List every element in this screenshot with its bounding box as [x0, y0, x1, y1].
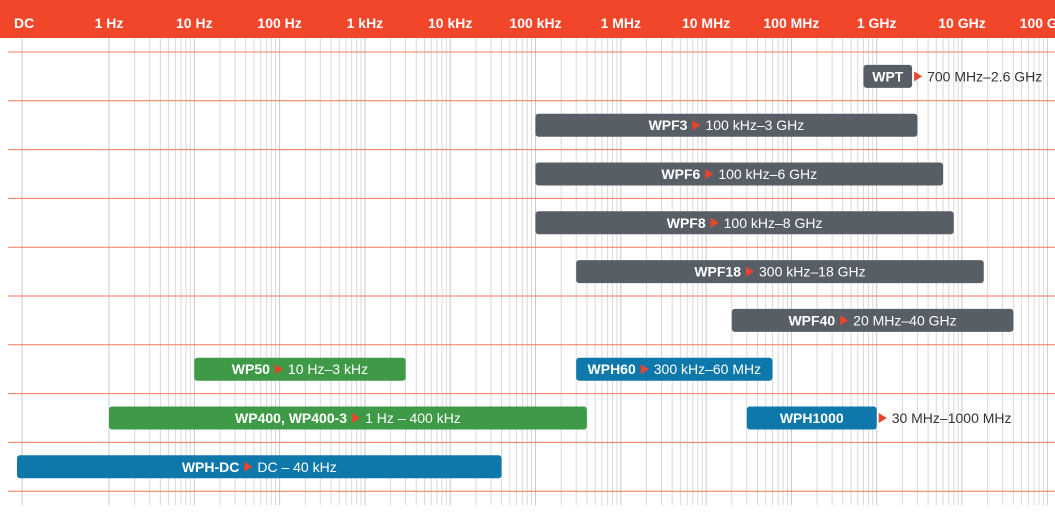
tick-label: 100 GHz	[1020, 15, 1055, 31]
arrow-icon	[640, 364, 649, 375]
bar-wph-dc: WPH-DC DC – 40 kHz	[17, 455, 502, 479]
tick-label: 1 kHz	[347, 15, 384, 31]
bar-wpf3: WPF3 100 kHz–3 GHz	[535, 113, 918, 137]
bar-range-label: DC – 40 kHz	[257, 459, 336, 475]
bar-range-label: 300 kHz–60 MHz	[654, 361, 761, 377]
axis-header: DC 1 Hz 10 Hz 100 Hz 1 kHz 10 kHz 100 kHz 1 MHz…	[0, 0, 1055, 38]
bar-range-label: 700 MHz–2.6 GHz	[927, 68, 1042, 84]
arrow-icon	[352, 413, 361, 423]
bar-range-label: 30 MHz–1000 MHz	[892, 410, 1012, 426]
tick-label: 100 MHz	[763, 15, 819, 31]
tick-label: 1 Hz	[95, 15, 124, 31]
tick-label: 10 Hz	[176, 15, 213, 31]
bar-range-label: 100 kHz–3 GHz	[705, 117, 804, 133]
bar-name: WPF8	[667, 215, 706, 231]
bar-range-label: 20 MHz–40 GHz	[853, 312, 956, 328]
bar-name: WPF40	[788, 312, 835, 328]
bar-range-label: 1 Hz – 400 kHz	[365, 410, 461, 426]
arrow-icon	[705, 169, 714, 179]
arrow-icon	[914, 71, 923, 82]
arrow-icon	[710, 217, 719, 228]
bar-name: WPH60	[588, 361, 636, 377]
tick-label: 10 kHz	[428, 15, 472, 31]
bar-range-label: 100 kHz–8 GHz	[724, 215, 823, 231]
bar-rect	[535, 211, 954, 235]
bar-name: WPF6	[661, 166, 700, 182]
bar-range-label: 100 kHz–6 GHz	[718, 166, 817, 182]
tick-label: 10 MHz	[682, 15, 730, 31]
arrow-icon	[878, 413, 887, 423]
bar-name: WPF3	[649, 117, 688, 133]
bar-name: WP400, WP400-3	[235, 410, 347, 426]
tick-label: 1 GHz	[857, 15, 897, 31]
tick-label: 100 Hz	[257, 15, 301, 31]
bar-wph60: WPH60 300 kHz–60 MHz	[576, 357, 773, 381]
bar-wpt: WPT 700 MHz–2.6 GHz	[863, 64, 1042, 88]
bar-range-label: 300 kHz–18 GHz	[759, 264, 866, 280]
bar-wpf40: WPF40 20 MHz–40 GHz	[731, 308, 1014, 332]
tick-label: 1 MHz	[601, 15, 641, 31]
bar-name: WPH-DC	[182, 459, 240, 475]
bar-name: WPT	[872, 68, 904, 84]
arrow-icon	[692, 120, 701, 131]
bar-rect	[535, 162, 944, 186]
row-lines	[8, 51, 1055, 492]
tick-label: 100 kHz	[509, 15, 561, 31]
bar-rect	[576, 357, 773, 381]
tick-label: DC	[14, 15, 34, 31]
bar-wpf6: WPF6 100 kHz–6 GHz	[535, 162, 944, 186]
bars: WPT 700 MHz–2.6 GHz WPF3 100 kHz–3 GHz WPF6 1…	[17, 64, 1042, 479]
bar-rect	[863, 64, 913, 88]
bar-rect	[746, 406, 877, 430]
bar-name: WP50	[232, 361, 270, 377]
bar-wp50: WP50 10 Hz–3 kHz	[194, 357, 406, 381]
bar-wpf8: WPF8 100 kHz–8 GHz	[535, 211, 954, 235]
arrow-icon	[746, 266, 755, 277]
bar-rect	[731, 308, 1014, 332]
bar-wp400-wp400-3: WP400, WP400-3 1 Hz – 400 kHz	[109, 406, 587, 430]
bar-rect	[17, 455, 502, 479]
bar-name: WPH1000	[780, 410, 844, 426]
bar-range-label: 10 Hz–3 kHz	[288, 361, 368, 377]
bar-rect	[535, 113, 918, 137]
bar-wph1000: WPH1000 30 MHz–1000 MHz	[746, 406, 1012, 430]
bar-wpf18: WPF18 300 kHz–18 GHz	[576, 260, 984, 284]
arrow-icon	[244, 461, 253, 472]
bar-rect	[576, 260, 984, 284]
axis-header-band	[0, 0, 1055, 38]
bar-name: WPF18	[694, 264, 741, 280]
bar-rect	[194, 357, 406, 381]
arrow-icon	[274, 364, 283, 375]
bar-rect	[109, 406, 587, 430]
tick-label: 10 GHz	[938, 15, 985, 31]
arrow-icon	[840, 315, 849, 326]
